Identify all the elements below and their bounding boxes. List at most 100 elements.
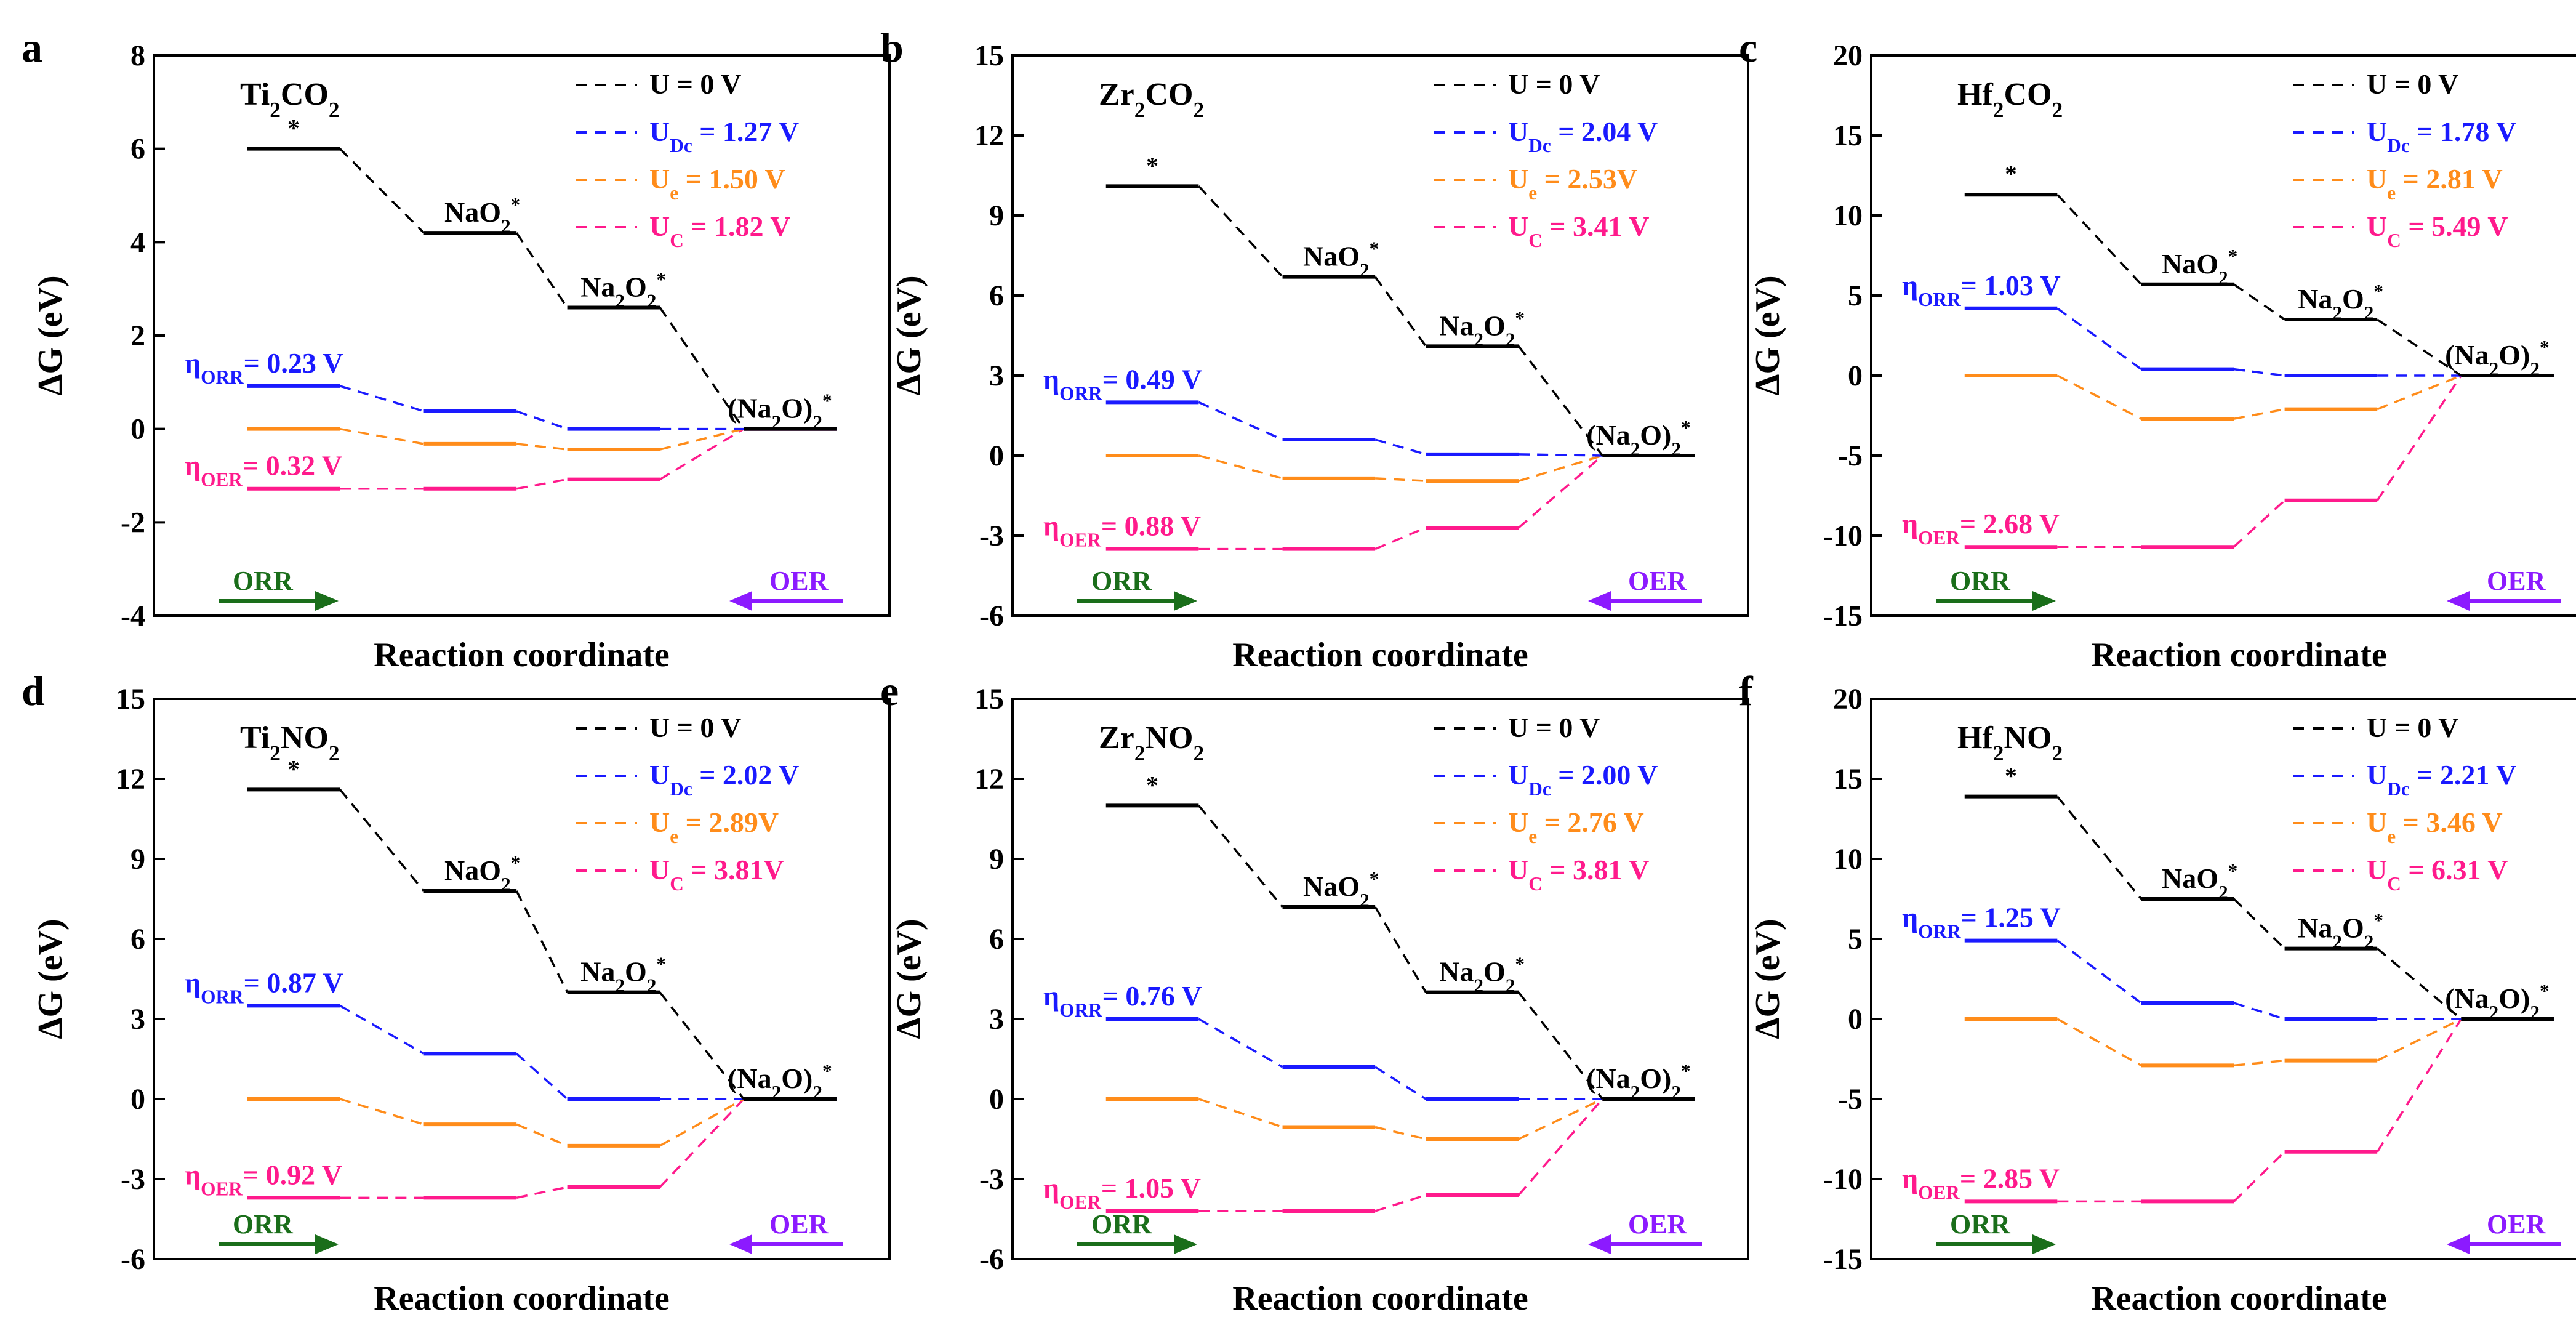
y-tick-label-part: -15 <box>1823 600 1863 632</box>
state-label-na2o-dimer-part: * <box>1681 417 1691 438</box>
state-label-na2o-dimer-part: (Na <box>728 393 772 424</box>
connector-udc-1 <box>515 1053 568 1100</box>
oer-arrow-head <box>729 591 752 611</box>
state-label-na2o2-part: * <box>1515 953 1525 975</box>
y-tick-label-part: 15 <box>974 683 1004 715</box>
y-tick-label-part: -6 <box>979 1243 1004 1276</box>
legend-label-uc-part: = 5.49 V <box>2401 211 2508 242</box>
state-label-nao2-part: NaO <box>444 855 501 886</box>
state-label-nao2-part: * <box>2228 245 2238 267</box>
y-axis-label-part: ΔG (eV) <box>31 919 70 1039</box>
state-label-na2o2-part: * <box>2373 281 2383 302</box>
oer-arrow-label-part: OER <box>1628 566 1688 596</box>
connector-udc-1 <box>1374 438 1427 456</box>
state-label-na2o2-part: 2 <box>1506 975 1515 996</box>
y-tick-label: -6 <box>979 600 1004 632</box>
y-tick-label-part: 0 <box>1848 360 1863 392</box>
eta-orr-label-part: ORR <box>201 366 244 387</box>
state-label-na2o2-part: O <box>625 272 647 303</box>
legend-label-u0: U = 0 V <box>649 68 741 100</box>
oer-arrow-label-part: OER <box>2487 566 2546 596</box>
connector-ue-1 <box>2233 1059 2285 1067</box>
state-label-star: * <box>2005 160 2017 188</box>
legend-label-u0: U = 0 V <box>1508 712 1600 743</box>
material-label-part: Ti <box>240 720 270 755</box>
state-label-star: * <box>1146 151 1158 179</box>
legend-label-uc-part: C <box>2387 230 2401 251</box>
state-label-na2o-dimer-part: 2 <box>2489 358 2499 380</box>
y-tick-label-part: 15 <box>1833 119 1863 152</box>
orr-arrow-label: ORR <box>233 566 294 596</box>
state-label-nao2-part: * <box>511 194 521 215</box>
connector-udc-1 <box>2233 368 2285 377</box>
legend-label-ue: Ue = 2.76 V <box>1508 807 1644 847</box>
state-label-na2o-dimer-part: O) <box>1640 1063 1671 1094</box>
panel-letter-part: a <box>22 24 42 71</box>
y-tick-label-part: -10 <box>1823 1163 1863 1196</box>
y-tick-label-part: -5 <box>1838 440 1863 472</box>
orr-arrow-head <box>1174 591 1197 611</box>
eta-orr-label-part: η <box>1043 980 1059 1012</box>
x-axis-label-part: Reaction coordinate <box>2091 636 2387 674</box>
legend-label-udc-part: Dc <box>2387 135 2410 156</box>
state-label-na2o2-part: Na <box>2298 283 2332 315</box>
oer-arrow-label: OER <box>2487 1209 2546 1239</box>
connector-udc-0 <box>2056 940 2142 1004</box>
legend-label-uc-part: U <box>1508 211 1528 242</box>
oer-arrow-head <box>729 1234 752 1254</box>
orr-arrow-label-part: ORR <box>233 1209 294 1239</box>
state-label-na2o-dimer-part: 2 <box>772 1082 782 1103</box>
material-label-part: CO <box>1145 77 1193 112</box>
state-label-star-part: * <box>287 755 300 783</box>
legend-label-u0-part: U = 0 V <box>2367 712 2458 743</box>
legend-label-ue-part: U <box>649 807 670 838</box>
y-tick-label-part: 0 <box>989 1083 1004 1116</box>
legend-label-uc: UC = 3.81V <box>649 854 784 895</box>
state-label-na2o2-part: 2 <box>2332 931 2342 952</box>
oer-arrow-label: OER <box>1628 566 1688 596</box>
legend-label-udc-part: U <box>1508 116 1528 147</box>
oer-arrow-label: OER <box>2487 566 2546 596</box>
material-label: Zr2NO2 <box>1099 720 1204 765</box>
connector-u0-1 <box>515 232 569 308</box>
connector-ue-1 <box>1374 1126 1426 1140</box>
eta-orr-label: ηORR= 0.76 V <box>1043 980 1202 1021</box>
legend-label-udc-part: = 1.27 V <box>692 116 800 147</box>
connector-u0-0 <box>1198 185 1283 278</box>
state-label-star: * <box>287 115 300 142</box>
state-label-na2o2-part: Na <box>580 272 615 303</box>
panel-letter-part: f <box>1739 667 1754 714</box>
x-axis-label-part: Reaction coordinate <box>374 1279 670 1318</box>
connector-udc-1 <box>516 410 568 430</box>
legend-label-u0: U = 0 V <box>1508 68 1600 100</box>
eta-orr-label-part: ORR <box>1918 288 1961 310</box>
y-tick-label: 3 <box>989 1003 1004 1036</box>
state-label-na2o2-part: O <box>1483 310 1506 341</box>
state-label-na2o2-part: 2 <box>615 290 625 312</box>
y-tick-label: 10 <box>1833 843 1863 876</box>
legend-label-uc: UC = 3.41 V <box>1508 211 1649 251</box>
eta-orr-label-part: ORR <box>1918 920 1961 942</box>
oer-arrow-label: OER <box>769 566 829 596</box>
y-tick-label-part: 6 <box>130 133 145 166</box>
y-tick-label: -15 <box>1823 600 1863 632</box>
state-label-star-part: * <box>1146 151 1158 179</box>
connector-ue-1 <box>2233 408 2285 420</box>
legend-label-udc-part: U <box>649 759 670 791</box>
legend-label-udc-part: = 1.78 V <box>2410 116 2517 147</box>
panel-d: d -6 -3 0 3 6 9 12 15 ΔG (eV) Reaction coordinate T… <box>22 667 891 1318</box>
legend-label-ue-part: U <box>2367 163 2387 195</box>
eta-orr-label: ηORR= 1.03 V <box>1902 270 2061 310</box>
legend-label-udc-part: = 2.04 V <box>1551 116 1658 147</box>
material-label-part: 2 <box>1193 97 1204 122</box>
state-label-na2o-dimer-part: 2 <box>1631 438 1640 460</box>
state-label-na2o-dimer-part: O) <box>781 393 813 424</box>
state-label-nao2-part: NaO <box>2162 863 2218 894</box>
eta-oer-label-part: = 2.85 V <box>1960 1162 2060 1194</box>
panel-letter-part: d <box>22 667 45 714</box>
legend-label-ue-part: e <box>670 182 678 204</box>
eta-oer-label-part: = 0.92 V <box>243 1159 342 1190</box>
state-label-na2o-dimer-part: O) <box>1640 419 1671 451</box>
connector-ue-0 <box>1198 1098 1283 1129</box>
legend-label-uc: UC = 6.31 V <box>2367 854 2508 895</box>
